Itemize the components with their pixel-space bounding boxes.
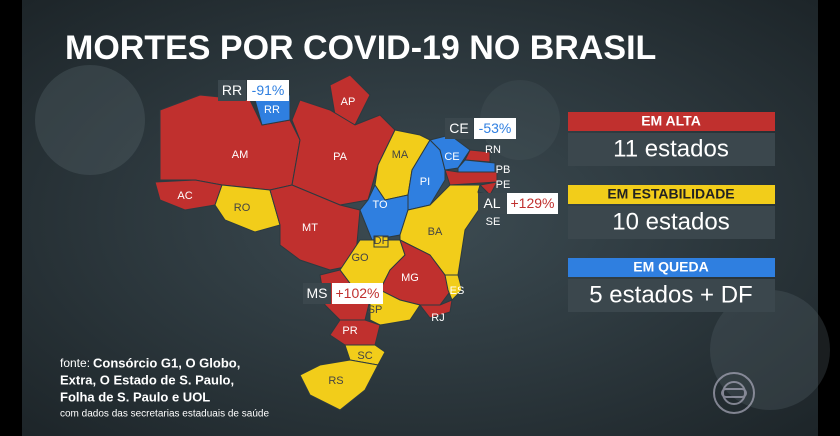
legend-count-box (568, 206, 775, 239)
state-label: SC (357, 350, 372, 362)
legend-count: 11 estados (613, 135, 729, 162)
virus-decoration (480, 80, 560, 160)
state-label: RO (234, 202, 251, 214)
legend-label: EM QUEDA (633, 259, 708, 275)
callout-state: MS (307, 285, 328, 301)
callout-change: +129% (511, 195, 555, 211)
state-label: PE (496, 179, 511, 191)
state (444, 169, 498, 186)
source-line: Extra, O Estado de S. Paulo, (60, 372, 234, 387)
state-label: SP (368, 304, 383, 316)
state-label: AP (341, 96, 356, 108)
callout-state: RR (222, 82, 242, 98)
state-label: PR (342, 325, 357, 337)
legend-label: EM ESTABILIDADE (607, 186, 734, 202)
state-label: AM (232, 149, 249, 161)
state-label: GO (351, 252, 369, 264)
legend: EM ALTA 11 estados EM ESTABILIDADE 10 estad… (568, 112, 775, 312)
state (299, 359, 379, 411)
callout-state-box (218, 80, 246, 101)
callout-state-box (445, 118, 473, 139)
callout-state-box (478, 193, 506, 214)
source-note: com dados das secretarias estaduais de s… (60, 409, 269, 420)
state (478, 181, 498, 196)
legend-count: 10 estados (612, 208, 729, 235)
callout-change: -53% (479, 120, 512, 136)
state-label: BA (428, 226, 443, 238)
map: AM RR AP PA AC RO MT MA PI CE RN PB PE SE TO BA GO DF MG ES… (154, 74, 511, 411)
virus-decoration (710, 290, 830, 410)
state-label: PB (496, 164, 511, 176)
state-label: DF (374, 235, 389, 247)
state-label: RR (264, 104, 280, 116)
state (344, 344, 386, 366)
state (373, 235, 389, 248)
legend-header (568, 258, 775, 277)
title: MORTES POR COVID-19 NO BRASIL (65, 29, 656, 67)
state (329, 74, 371, 126)
state-label: RJ (431, 312, 444, 324)
callout-change-box (507, 193, 558, 214)
state-label: PA (333, 151, 348, 163)
state (444, 274, 463, 301)
state-label: PI (420, 176, 430, 188)
callout-state-box (303, 283, 331, 304)
callout-change: -91% (252, 82, 285, 98)
state-label: AC (177, 190, 192, 202)
logo (713, 372, 755, 414)
legend-label: EM ALTA (641, 113, 701, 129)
state-label: MA (392, 149, 409, 161)
legend-header (568, 112, 775, 131)
state-label: ES (450, 285, 465, 297)
callout-state: AL (483, 195, 500, 211)
state (418, 299, 453, 319)
state-label: TO (372, 199, 388, 211)
state-label: CE (444, 151, 459, 163)
state-label: MG (401, 272, 419, 284)
callout-change-box (474, 118, 516, 139)
source-line: Consórcio G1, O Globo, (93, 355, 240, 370)
callout-change-box (247, 80, 289, 101)
callout-change-box (332, 283, 383, 304)
legend-header (568, 185, 775, 204)
callout-state: CE (449, 120, 468, 136)
source-line: Folha de S. Paulo e UOL (60, 389, 210, 404)
state (457, 159, 496, 173)
callout-change: +102% (336, 285, 380, 301)
source-prefix: fonte: (60, 356, 90, 370)
legend-count: 5 estados + DF (589, 281, 752, 308)
state-label: RN (485, 144, 501, 156)
callouts: RR -91% CE -53% AL +129% MS +102% (218, 80, 558, 304)
state-label: MT (302, 222, 318, 234)
legend-count-box (568, 279, 775, 312)
state-label: SE (486, 216, 501, 228)
source: fonte: Consórcio G1, O Globo, Extra, O E… (60, 355, 269, 419)
state-label: RS (328, 375, 343, 387)
legend-count-box (568, 133, 775, 166)
virus-decoration (35, 65, 145, 175)
